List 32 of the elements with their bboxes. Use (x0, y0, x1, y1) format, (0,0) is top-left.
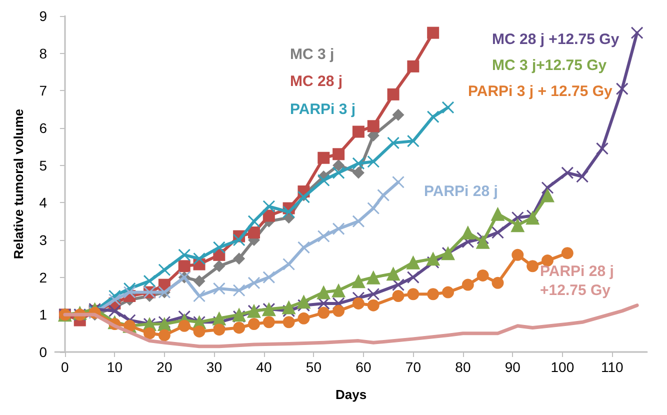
y-tick-label: 3 (39, 232, 48, 248)
y-tick-label: 6 (39, 120, 48, 136)
y-tick-label: 8 (39, 45, 48, 62)
text: PARPi 3 j + 12.75 Gy (468, 83, 614, 100)
x-tick-label: 40 (256, 359, 272, 375)
x-tick-label: 0 (61, 359, 70, 375)
text: MC 3 j (290, 46, 334, 63)
y-tick-label: 2 (39, 269, 48, 286)
x-tick-label: 80 (455, 359, 471, 375)
y-tick-label: 4 (39, 194, 48, 211)
series-label: MC 28 j +12.75 Gy (492, 31, 620, 48)
y-axis-title: Relative tumoral volume (11, 108, 26, 260)
x-tick-label: 30 (206, 359, 222, 375)
text: MC 3 j+12.75 Gy (492, 57, 608, 74)
x-tick-label: 10 (106, 359, 123, 375)
text: PARPi 3 j (290, 101, 356, 118)
x-tick-label: 90 (504, 359, 521, 375)
x-tick-label: 50 (306, 359, 322, 375)
x-tick-label: 110 (601, 359, 624, 375)
text: MC 28 j (290, 73, 343, 90)
series-label: PARPi 28 j +12.75 Gy (540, 263, 614, 299)
x-tick-label: 70 (405, 359, 422, 375)
y-tick-label: 5 (39, 157, 48, 174)
x-tick-label: 20 (156, 359, 172, 375)
y-tick-label: 9 (39, 8, 48, 24)
x-tick-label: 60 (356, 359, 372, 375)
y-tick-label: 1 (39, 306, 48, 323)
y-tick-label: 0 (39, 344, 48, 360)
y-tick-label: 7 (39, 82, 48, 99)
x-tick-label: 100 (550, 359, 574, 375)
x-axis-title: Days (335, 387, 367, 402)
series-label: PARPi 28 j (424, 183, 498, 200)
